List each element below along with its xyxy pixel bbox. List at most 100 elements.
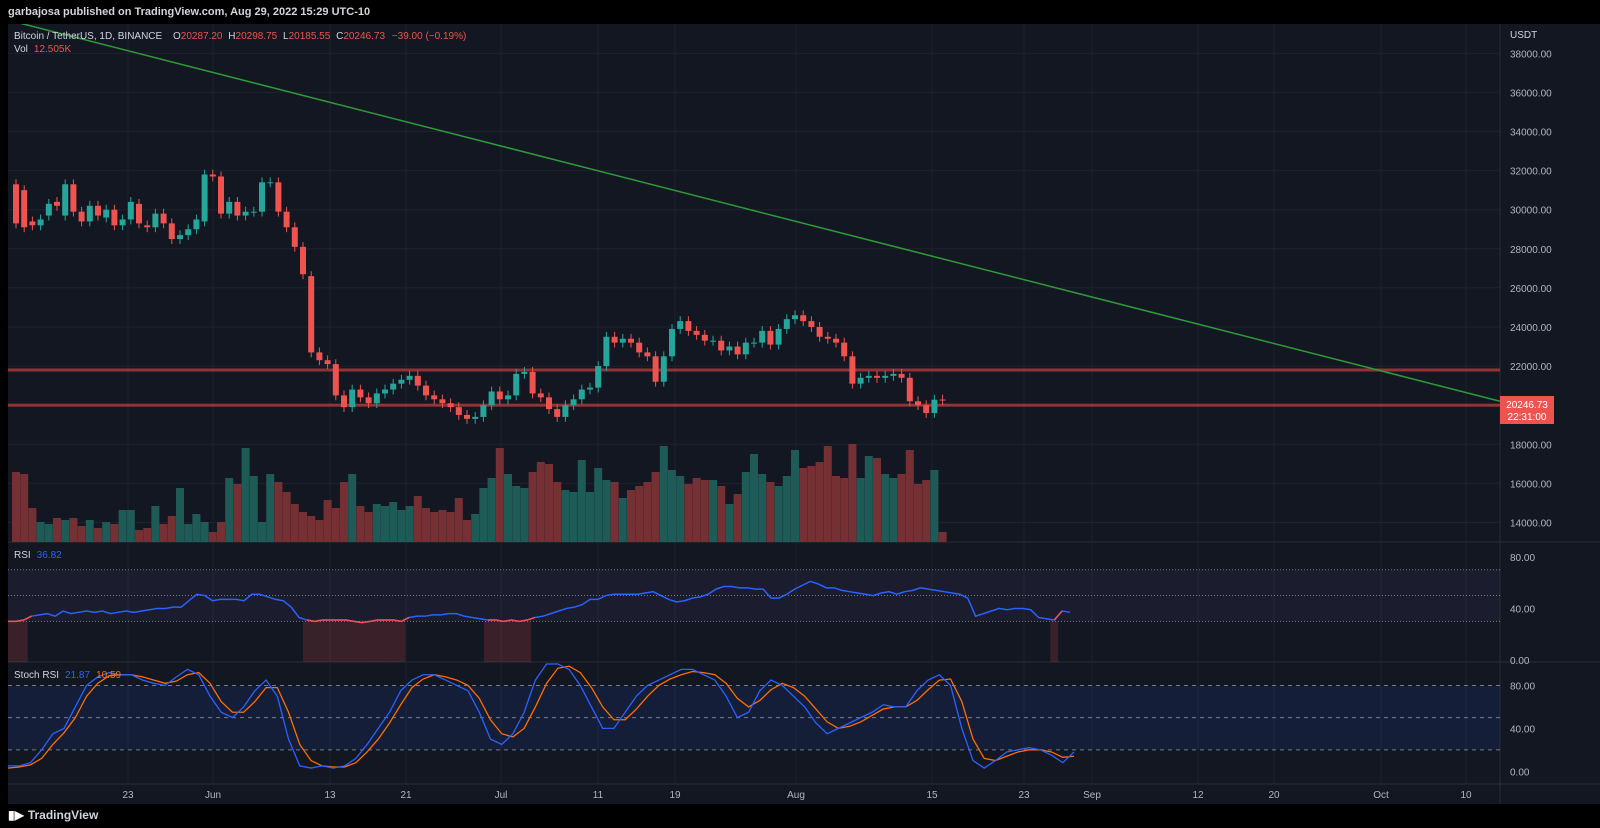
candle: [111, 209, 118, 226]
candle: [349, 389, 356, 408]
volume-bar: [586, 492, 594, 542]
volume-bar: [807, 466, 816, 542]
tradingview-logo[interactable]: ▮▶ TradingView: [8, 808, 98, 822]
volume-bar: [53, 518, 61, 542]
volume-bar: [864, 456, 873, 542]
candle: [267, 182, 274, 184]
volume-bar: [676, 476, 685, 542]
candle: [521, 371, 528, 374]
candle: [496, 391, 503, 400]
rsi-oversold: [397, 621, 406, 662]
volume-bar: [758, 474, 767, 542]
rsi-oversold: [381, 621, 390, 662]
volume-bar: [479, 488, 488, 542]
volume-bar: [610, 482, 619, 542]
candle: [29, 221, 36, 226]
volume-bar: [922, 480, 931, 542]
trend-line: [7, 19, 1501, 402]
rsi-oversold: [350, 621, 359, 662]
volume-bar: [69, 518, 78, 542]
candle: [931, 399, 938, 413]
x-tick-label: 13: [324, 790, 336, 801]
volume-bar: [135, 530, 143, 542]
last-price-tag: 20246.73 22:31:00: [1500, 396, 1554, 424]
volume-bar: [774, 486, 783, 542]
candle: [300, 246, 306, 275]
rsi-tick-label: 40.00: [1510, 604, 1535, 615]
candle: [857, 377, 864, 384]
rsi-oversold-line: [393, 619, 402, 623]
volume-bar: [799, 468, 808, 542]
candles[interactable]: [13, 169, 946, 424]
volume-bar: [684, 484, 693, 542]
candle: [226, 201, 233, 214]
rsi-tick-label: 0.00: [1510, 656, 1530, 667]
volume-bar: [873, 458, 881, 542]
rsi-oversold: [318, 621, 327, 662]
volume-bar: [463, 520, 471, 542]
stoch-tick-label: 0.00: [1510, 767, 1530, 778]
candle: [480, 405, 487, 417]
candle: [816, 326, 823, 337]
volume-bar: [520, 488, 529, 542]
y-tick-label: 24000.00: [1510, 323, 1552, 334]
volume-bar: [438, 510, 447, 542]
candle: [677, 321, 684, 329]
candle: [669, 328, 675, 357]
volume-bar: [659, 446, 668, 542]
svg-text:20246.73: 20246.73: [1506, 400, 1548, 411]
candle: [439, 399, 446, 404]
volume-bar: [446, 512, 455, 542]
candle: [275, 182, 282, 212]
candle: [86, 205, 93, 222]
rsi-oversold-line: [401, 616, 410, 623]
volume-bar: [85, 520, 94, 542]
stoch-k-line: [8, 663, 1075, 769]
candle: [685, 321, 692, 331]
x-tick-label: Aug: [787, 790, 805, 801]
candle: [595, 366, 602, 388]
rsi-oversold: [334, 621, 343, 662]
candle: [95, 205, 101, 216]
rsi-pane[interactable]: [4, 569, 1500, 662]
candle: [365, 397, 372, 404]
chart-area[interactable]: 14000.0016000.0018000.0020000.0022000.00…: [4, 19, 1600, 804]
x-tick-label: Jul: [495, 790, 508, 801]
candle: [554, 409, 561, 417]
volume-bar: [192, 514, 201, 542]
volume-bar: [290, 504, 299, 542]
candle: [505, 395, 511, 400]
volume-bar: [495, 448, 504, 542]
stoch-legend: Stoch RSI 21.87 10.59: [14, 670, 122, 681]
x-tick-label: Oct: [1373, 790, 1389, 801]
volume-bar: [233, 484, 242, 542]
y-tick-label: 30000.00: [1510, 206, 1552, 217]
rsi-oversold-line: [503, 619, 512, 623]
rsi-oversold: [310, 621, 319, 662]
candle: [751, 342, 757, 344]
volume-bar: [405, 506, 414, 542]
chart-svg[interactable]: 14000.0016000.0018000.0020000.0022000.00…: [4, 19, 1600, 804]
candle: [447, 403, 454, 408]
volume-bar: [176, 488, 184, 542]
candle: [833, 338, 839, 343]
y-tick-label: 16000.00: [1510, 479, 1552, 490]
volume-bar: [159, 524, 168, 542]
candle: [390, 383, 397, 390]
candle: [423, 385, 429, 396]
candle: [644, 352, 651, 357]
candle: [398, 379, 405, 384]
volume-bar: [44, 524, 53, 542]
candle: [45, 203, 52, 216]
y-tick-label: 22000.00: [1510, 362, 1552, 373]
svg-text:22:31:00: 22:31:00: [1508, 412, 1547, 423]
candle: [431, 395, 438, 400]
stoch-rsi-pane[interactable]: [7, 663, 1500, 769]
x-tick-label: Sep: [1083, 790, 1101, 801]
candle: [742, 342, 749, 355]
legend-volume: Vol 12.505K: [14, 44, 71, 55]
candle: [906, 377, 913, 402]
volume-bar: [832, 476, 840, 542]
candle: [701, 334, 708, 341]
candle: [13, 184, 19, 224]
